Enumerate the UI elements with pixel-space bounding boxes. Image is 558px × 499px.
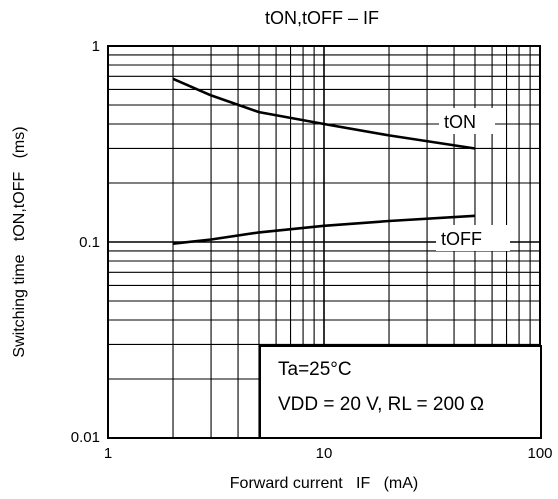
series-line-ton (172, 77, 476, 150)
x-tick-label: 100 (527, 445, 552, 462)
series-line-toff (172, 214, 476, 245)
y-tick-label: 0.1 (79, 234, 100, 251)
series-label-toff: tOFF (441, 229, 482, 249)
series-label-ton: tON (444, 112, 476, 132)
condition-box (259, 345, 542, 439)
chart-title: tON,tOFF – IF (265, 8, 379, 28)
x-axis-label: Forward current IF (mA) (230, 475, 418, 492)
ton-label-bg (439, 108, 495, 134)
y-tick-label: 1 (92, 38, 100, 55)
toff-label-bg (436, 225, 510, 251)
y-axis-label: Switching time tON,tOFF (ms) (11, 126, 28, 357)
y-tick-label: 0.01 (71, 429, 100, 446)
curves (172, 77, 476, 245)
x-tick-label: 10 (316, 445, 333, 462)
x-tick-label: 1 (104, 445, 112, 462)
condition-circuit: VDD = 20 V, RL = 200 Ω (278, 394, 484, 415)
condition-temperature: Ta=25°C (278, 359, 352, 380)
